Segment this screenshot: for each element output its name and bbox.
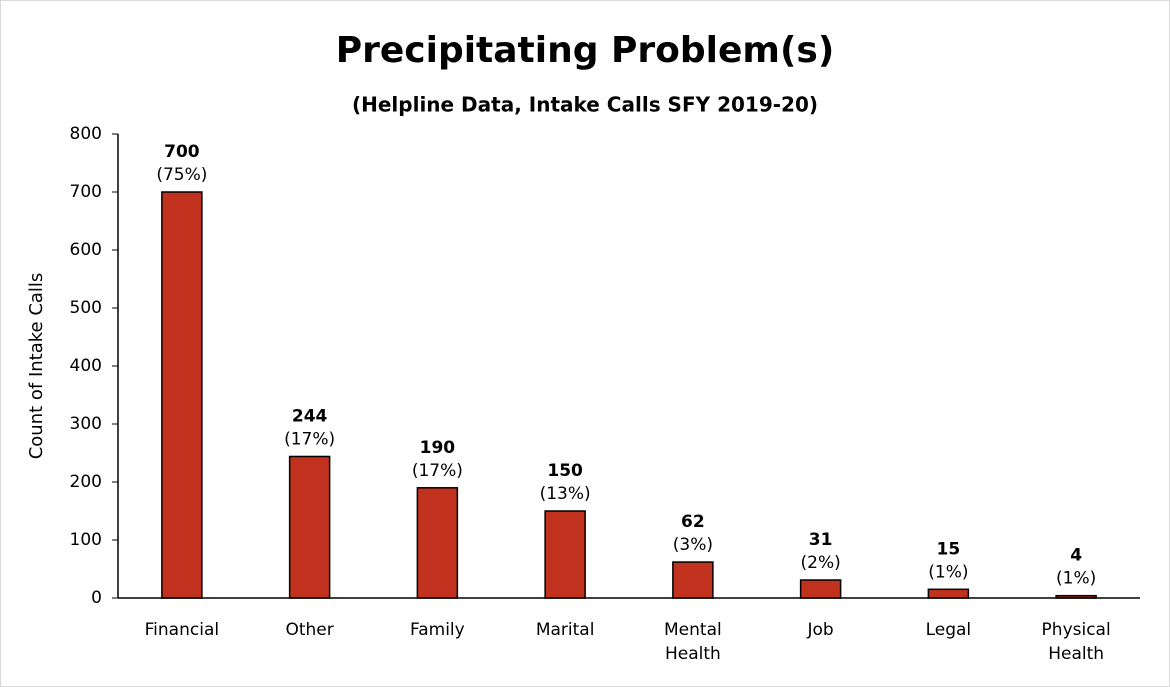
y-tick-label: 500 (70, 298, 102, 318)
percent-label: (17%) (284, 429, 335, 449)
percent-label: (1%) (1056, 569, 1096, 589)
bar (161, 191, 203, 599)
value-label: 150 (547, 461, 583, 481)
x-tick-label: Mental Health (664, 620, 722, 664)
percent-label: (13%) (540, 484, 591, 504)
chart-title: Precipitating Problem(s) (336, 30, 835, 71)
y-tick-label: 0 (91, 588, 102, 608)
y-axis-label: Count of Intake Calls (26, 273, 47, 460)
y-tick-label: 600 (70, 240, 102, 260)
value-label: 244 (292, 406, 328, 426)
percent-label: (75%) (156, 165, 207, 185)
x-tick-label: Marital (535, 620, 595, 640)
value-label: 31 (809, 530, 833, 550)
x-tick-label: Family (410, 620, 465, 640)
bar (416, 487, 459, 599)
value-label: 4 (1070, 546, 1082, 566)
value-label: 700 (164, 142, 200, 162)
value-label: 190 (420, 438, 456, 458)
percent-label: (2%) (801, 553, 841, 573)
value-label: 15 (937, 539, 961, 559)
bar (927, 588, 970, 599)
y-tick-label: 300 (70, 414, 102, 434)
percent-label: (1%) (928, 562, 968, 582)
x-tick-label: Physical Health (1041, 620, 1111, 664)
y-tick-label: 400 (70, 356, 102, 376)
bar (288, 455, 331, 599)
chart-subtitle: (Helpline Data, Intake Calls SFY 2019-20… (352, 93, 818, 117)
bar (799, 579, 842, 599)
x-tick-label: Job (807, 620, 834, 640)
value-label: 62 (681, 512, 705, 532)
x-tick-label: Legal (925, 620, 972, 640)
percent-label: (17%) (412, 461, 463, 481)
y-tick-label: 700 (70, 182, 102, 202)
bar (672, 561, 714, 599)
x-tick-label: Other (285, 620, 334, 640)
bar (544, 510, 586, 599)
y-tick-label: 200 (70, 472, 102, 492)
percent-label: (3%) (673, 535, 713, 555)
y-tick-label: 800 (70, 124, 102, 144)
y-tick-label: 100 (70, 530, 102, 550)
x-tick-label: Financial (144, 620, 220, 640)
